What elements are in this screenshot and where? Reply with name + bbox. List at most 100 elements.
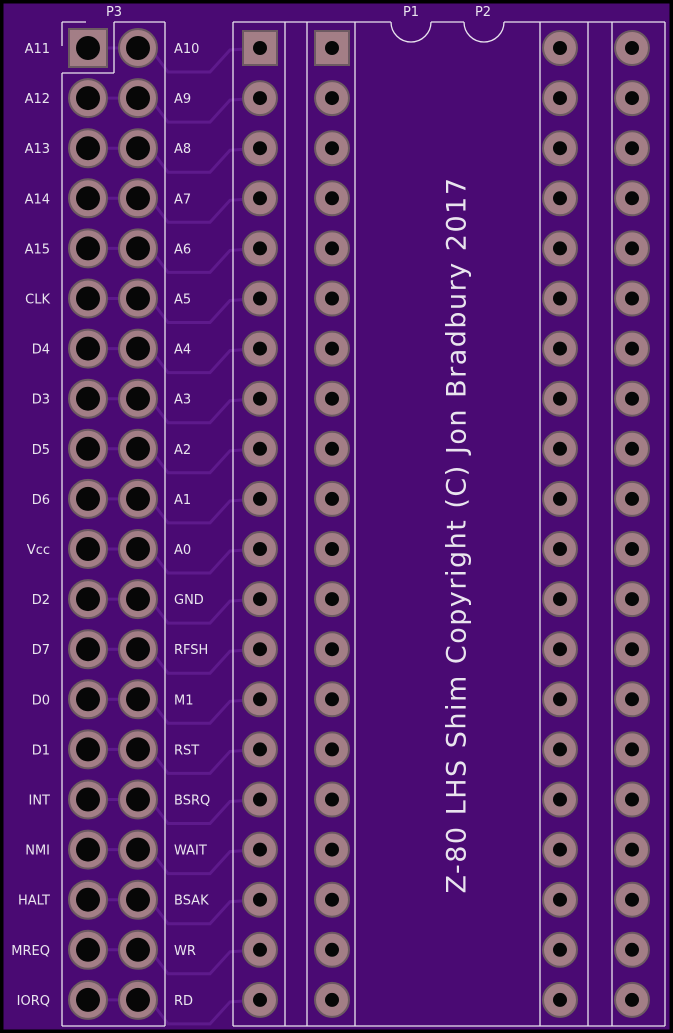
pin-label-left: D3 [32, 393, 50, 408]
drill-hole [325, 692, 339, 707]
pin-label-left: HALT [18, 894, 50, 909]
drill-hole [76, 937, 100, 962]
drill-hole [126, 186, 150, 211]
pin-label-right: A3 [174, 393, 191, 408]
drill-hole [553, 291, 567, 306]
pin-label-left: MREQ [11, 944, 50, 959]
drill-hole [553, 992, 567, 1007]
drill-hole [553, 491, 567, 506]
pin-label-right: BSAK [174, 894, 209, 909]
drill-hole [325, 391, 339, 406]
pin-label-left: INT [29, 794, 51, 809]
drill-hole [76, 787, 100, 812]
drill-hole [553, 892, 567, 907]
drill-hole [625, 892, 639, 907]
drill-hole [553, 141, 567, 156]
drill-hole [553, 542, 567, 556]
drill-hole [253, 191, 267, 206]
drill-hole [553, 341, 567, 356]
drill-hole [325, 792, 339, 807]
drill-hole [126, 386, 150, 411]
drill-hole [126, 436, 150, 461]
drill-hole [253, 241, 267, 256]
drill-hole [126, 837, 150, 862]
pin-label-right: RST [174, 743, 199, 758]
pin-label-left: A12 [25, 92, 50, 107]
drill-hole [325, 992, 339, 1007]
pin-label-left: A14 [25, 192, 50, 207]
pin-label-right: A2 [174, 443, 191, 458]
pin-label-left: D2 [32, 593, 50, 608]
drill-hole [553, 742, 567, 757]
pin-label-right: A8 [174, 142, 191, 157]
drill-hole [625, 241, 639, 256]
pin-label-left: D6 [32, 493, 50, 508]
drill-hole [325, 441, 339, 456]
drill-hole [253, 592, 267, 607]
pin-label-right: A9 [174, 92, 191, 107]
drill-hole [625, 191, 639, 206]
pin-label-right: A4 [174, 343, 191, 358]
drill-hole [126, 887, 150, 912]
drill-hole [253, 992, 267, 1007]
drill-hole [325, 291, 339, 306]
drill-hole [76, 186, 100, 211]
drill-hole [553, 41, 567, 55]
drill-hole [553, 91, 567, 106]
drill-hole [325, 241, 339, 256]
drill-hole [76, 236, 100, 261]
pin-label-right: BSRQ [174, 794, 210, 809]
drill-hole [625, 341, 639, 356]
drill-hole [625, 542, 639, 556]
drill-hole [253, 491, 267, 506]
drill-hole [253, 141, 267, 156]
drill-hole [253, 742, 267, 757]
drill-hole [126, 587, 150, 612]
drill-hole [76, 36, 100, 60]
pin-labels: A11 A12 A13 A14 A15 CLK D4 D3 D5 D6 Vcc D2 D7 D0 D1 INT… [11, 42, 210, 1009]
drill-hole [553, 942, 567, 957]
drill-hole [76, 136, 100, 161]
drill-hole [625, 642, 639, 657]
pin-label-left: D1 [32, 743, 50, 758]
drill-hole [253, 642, 267, 657]
drill-hole [553, 391, 567, 406]
drill-hole [126, 86, 150, 111]
drill-hole [625, 592, 639, 607]
drill-hole [126, 136, 150, 161]
drill-hole [76, 687, 100, 712]
drill-hole [126, 937, 150, 962]
drill-hole [553, 592, 567, 607]
drill-hole [76, 386, 100, 411]
header-ref-p2: P2 [475, 5, 491, 20]
pin-label-left: D7 [32, 643, 50, 658]
pin-label-right: M1 [174, 693, 194, 708]
drill-hole [126, 537, 150, 561]
drill-hole [325, 892, 339, 907]
header-ref-p1: P1 [403, 5, 419, 20]
drill-hole [553, 842, 567, 857]
pin-label-right: RFSH [174, 643, 208, 658]
pin-label-right: A6 [174, 242, 191, 257]
drill-hole [325, 41, 339, 55]
drill-hole [253, 792, 267, 807]
drill-hole [253, 542, 267, 556]
drill-hole [553, 792, 567, 807]
drill-hole [76, 86, 100, 111]
drill-hole [625, 992, 639, 1007]
drill-hole [325, 191, 339, 206]
drill-hole [625, 692, 639, 707]
drill-hole [625, 91, 639, 106]
drill-hole [126, 687, 150, 712]
drill-hole [253, 391, 267, 406]
drill-hole [625, 391, 639, 406]
drill-hole [126, 336, 150, 361]
pin-label-left: A13 [25, 142, 50, 157]
pin-label-right: WR [174, 944, 196, 959]
pin-label-right: WAIT [174, 844, 207, 859]
drill-hole [253, 892, 267, 907]
drill-hole [553, 441, 567, 456]
drill-hole [253, 942, 267, 957]
drill-hole [126, 486, 150, 511]
